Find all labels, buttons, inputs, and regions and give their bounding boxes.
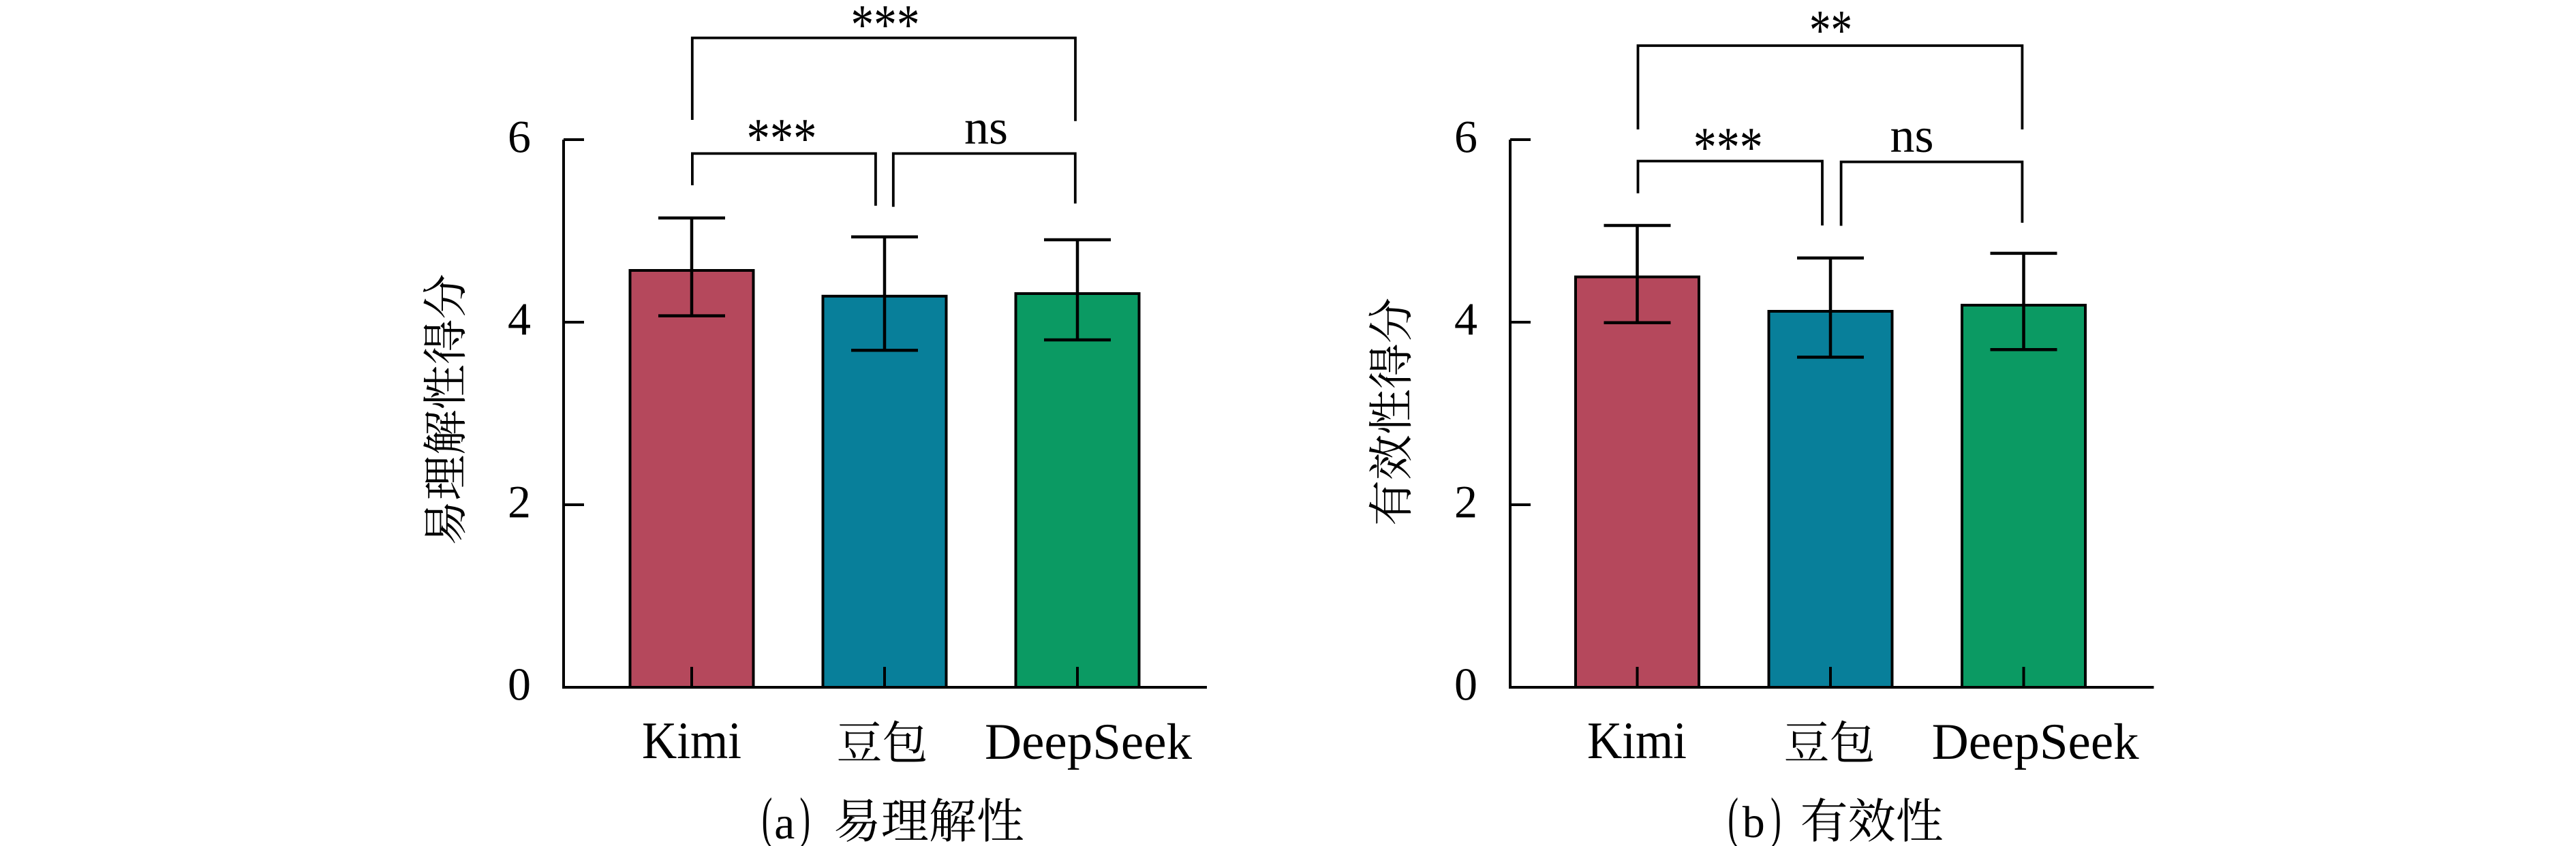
- svg-text:ns: ns: [1890, 108, 1933, 163]
- svg-text:0: 0: [1454, 659, 1477, 710]
- svg-text:***: ***: [1693, 116, 1763, 179]
- svg-text:***: ***: [851, 0, 920, 57]
- svg-text:b: b: [1743, 798, 1765, 846]
- svg-text:): ): [799, 786, 810, 846]
- svg-text:(: (: [762, 786, 773, 846]
- svg-text:ns: ns: [964, 100, 1008, 155]
- svg-text:***: ***: [747, 107, 817, 170]
- svg-text:4: 4: [1454, 294, 1477, 345]
- svg-text:Kimi: Kimi: [642, 711, 741, 770]
- svg-text:2: 2: [1454, 476, 1477, 528]
- svg-text:6: 6: [508, 111, 531, 163]
- svg-text:DeepSeek: DeepSeek: [985, 714, 1193, 770]
- svg-text:6: 6: [1454, 111, 1477, 163]
- svg-text:Kimi: Kimi: [1587, 711, 1687, 770]
- svg-text:0: 0: [508, 659, 531, 710]
- svg-text:DeepSeek: DeepSeek: [1932, 714, 2140, 770]
- svg-text:): ): [1770, 786, 1781, 846]
- svg-text:2: 2: [508, 476, 531, 528]
- svg-text:a: a: [774, 797, 795, 846]
- svg-text:(: (: [1728, 786, 1738, 846]
- svg-text:4: 4: [508, 294, 531, 345]
- svg-text:**: **: [1809, 0, 1852, 62]
